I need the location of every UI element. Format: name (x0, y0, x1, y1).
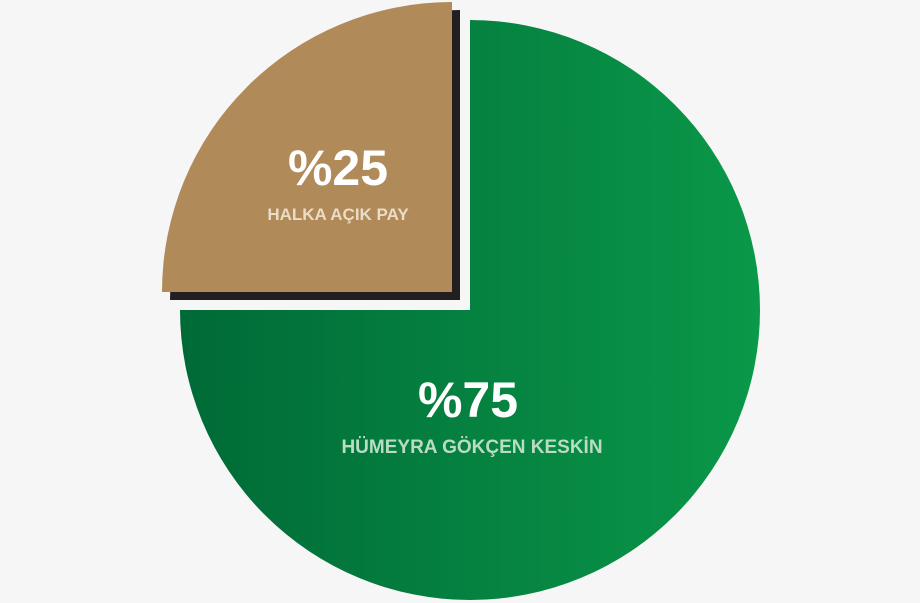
slice-halka-acik-pay (162, 2, 452, 292)
slice-humeyra-gokcen-keskin (180, 20, 760, 600)
value-label-main: %75 (418, 372, 518, 428)
slice-label-main: HÜMEYRA GÖKÇEN KESKİN (341, 437, 602, 458)
value-label-public: %25 (288, 140, 388, 196)
slice-label-public: HALKA AÇIK PAY (267, 205, 409, 224)
